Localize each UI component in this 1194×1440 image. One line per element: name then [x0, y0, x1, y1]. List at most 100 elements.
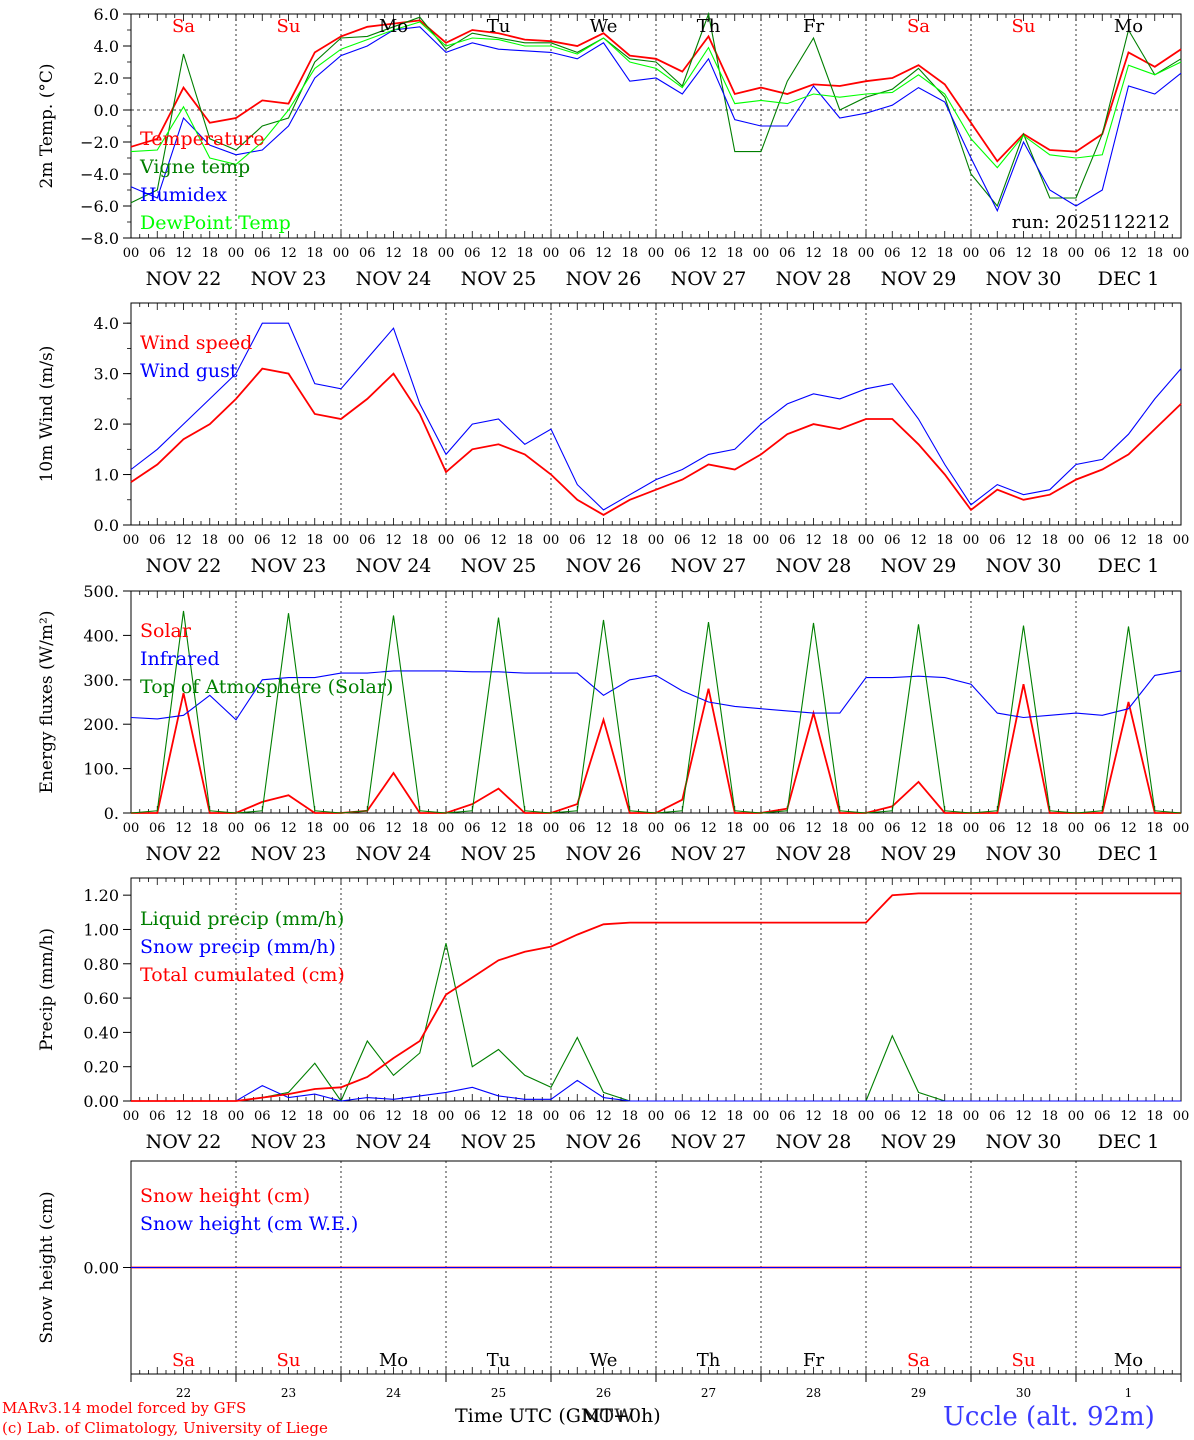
- hour-tick-label: 18: [936, 1109, 953, 1124]
- panel-1: 6.0 4.0 2.0 0.0 −2.0 −4.0 −6.0 −8.0 2m Temp. (°C…: [37, 5, 1189, 290]
- date-label: NOV 27: [671, 1131, 747, 1153]
- hour-tick-label: 00: [228, 246, 245, 261]
- hour-tick-label: 12: [700, 1109, 717, 1124]
- date-label: DEC 1: [1098, 268, 1160, 290]
- y-tick-label: 0.: [104, 804, 119, 823]
- y-axis-label: 10m Wind (m/s): [37, 346, 57, 483]
- legend-entry: Snow height (cm): [140, 1185, 310, 1207]
- hour-tick-label: 18: [1041, 1109, 1058, 1124]
- legend-entry: Wind gust: [140, 360, 238, 382]
- weekday-label: Mo: [1114, 16, 1143, 37]
- date-label: NOV 25: [461, 1131, 537, 1153]
- model-credit: MARv3.14 model forced by GFS: [2, 1399, 247, 1417]
- hour-tick-label: 06: [989, 246, 1006, 261]
- hour-tick-label: 18: [411, 821, 428, 836]
- hour-tick-label: 00: [438, 533, 455, 548]
- hour-tick-label: 06: [779, 821, 796, 836]
- date-label: NOV 30: [986, 268, 1062, 290]
- hour-tick-label: 06: [569, 533, 586, 548]
- y-tick-label: 200.: [83, 715, 119, 734]
- hour-tick-label: 18: [936, 246, 953, 261]
- y-tick-label: 6.0: [94, 5, 119, 24]
- hour-tick-label: 12: [595, 533, 612, 548]
- day-number-label: 26: [596, 1386, 611, 1400]
- hour-tick-label: 06: [359, 246, 376, 261]
- hour-tick-label: 12: [595, 246, 612, 261]
- lab-credit: (c) Lab. of Climatology, University of L…: [2, 1419, 328, 1437]
- date-label: DEC 1: [1098, 555, 1160, 577]
- hour-tick-label: 18: [306, 1109, 323, 1124]
- hour-tick-label: 06: [359, 533, 376, 548]
- date-label: NOV 23: [251, 268, 327, 290]
- weekday-label: Su: [277, 1350, 301, 1371]
- hour-tick-label: 12: [490, 1109, 507, 1124]
- hour-tick-label: 18: [411, 1109, 428, 1124]
- weekday-label: Tu: [487, 16, 511, 37]
- y-axis-label: Energy fluxes (W/m²): [37, 611, 57, 794]
- hour-tick-label: 12: [385, 1109, 402, 1124]
- hour-tick-label: 18: [306, 533, 323, 548]
- hour-tick-label: 18: [411, 533, 428, 548]
- date-label: NOV 24: [356, 843, 432, 865]
- hour-tick-label: 12: [700, 533, 717, 548]
- hour-tick-label: 18: [1146, 1109, 1163, 1124]
- y-tick-label: −2.0: [80, 133, 119, 152]
- hour-tick-label: 18: [1041, 821, 1058, 836]
- hour-tick-label: 12: [910, 1109, 927, 1124]
- weekday-label: Fr: [803, 1350, 824, 1371]
- date-label: DEC 1: [1098, 1131, 1160, 1153]
- series-line-temperature: [130, 19, 1182, 163]
- date-label: DEC 1: [1098, 843, 1160, 865]
- day-number-label: 24: [386, 1386, 402, 1400]
- meteogram-svg: 6.0 4.0 2.0 0.0 −2.0 −4.0 −6.0 −8.0 2m Temp. (°C…: [37, 5, 1189, 1400]
- hour-tick-label: 00: [543, 1109, 560, 1124]
- run-annotation: run: 2025112212: [1012, 212, 1170, 233]
- hour-tick-label: 18: [831, 821, 848, 836]
- hour-tick-label: 06: [464, 821, 481, 836]
- series-line-humidex: [130, 26, 1182, 213]
- weekday-label: Mo: [379, 1350, 408, 1371]
- y-tick-label: 0.40: [83, 1023, 119, 1042]
- hour-tick-label: 06: [254, 821, 271, 836]
- weekday-label: We: [590, 16, 618, 37]
- hour-tick-label: 12: [385, 821, 402, 836]
- date-label: NOV 25: [461, 555, 537, 577]
- legend-entry: Temperature: [140, 128, 264, 150]
- legend-entry: Total cumulated (cm): [140, 964, 345, 986]
- date-label: NOV 26: [566, 268, 642, 290]
- date-label: NOV 22: [146, 268, 222, 290]
- weekday-label: Sa: [172, 16, 195, 37]
- y-tick-label: −4.0: [80, 165, 119, 184]
- weekday-label: Fr: [803, 16, 824, 37]
- hour-tick-label: 18: [621, 1109, 638, 1124]
- hour-tick-label: 18: [831, 533, 848, 548]
- date-label: NOV 29: [881, 1131, 957, 1153]
- series-line-solar: [131, 684, 1181, 814]
- weekday-label: Mo: [379, 16, 408, 37]
- hour-tick-label: 12: [280, 821, 297, 836]
- hour-tick-label: 00: [123, 1109, 140, 1124]
- hour-tick-label: 00: [1068, 1109, 1085, 1124]
- hour-tick-label: 06: [779, 246, 796, 261]
- y-tick-label: 400.: [83, 626, 119, 645]
- hour-tick-label: 06: [149, 1109, 166, 1124]
- hour-tick-label: 12: [1015, 246, 1032, 261]
- hour-tick-label: 00: [753, 246, 770, 261]
- hour-tick-label: 18: [621, 246, 638, 261]
- hour-tick-label: 06: [569, 821, 586, 836]
- hour-tick-label: 00: [963, 1109, 980, 1124]
- series-line-infrared: [130, 670, 1182, 721]
- hour-tick-label: 12: [910, 533, 927, 548]
- weekday-label: Su: [1012, 1350, 1036, 1371]
- weekday-label: Sa: [907, 16, 930, 37]
- hour-tick-label: 06: [464, 246, 481, 261]
- y-tick-label: 1.00: [83, 920, 119, 939]
- legend-entry: DewPoint Temp: [140, 212, 291, 234]
- hour-tick-label: 12: [175, 246, 192, 261]
- hour-tick-label: 12: [1120, 246, 1137, 261]
- hour-tick-label: 06: [674, 821, 691, 836]
- hour-tick-label: 00: [333, 821, 350, 836]
- weekday-label: Th: [697, 1350, 721, 1371]
- hour-tick-label: 12: [805, 1109, 822, 1124]
